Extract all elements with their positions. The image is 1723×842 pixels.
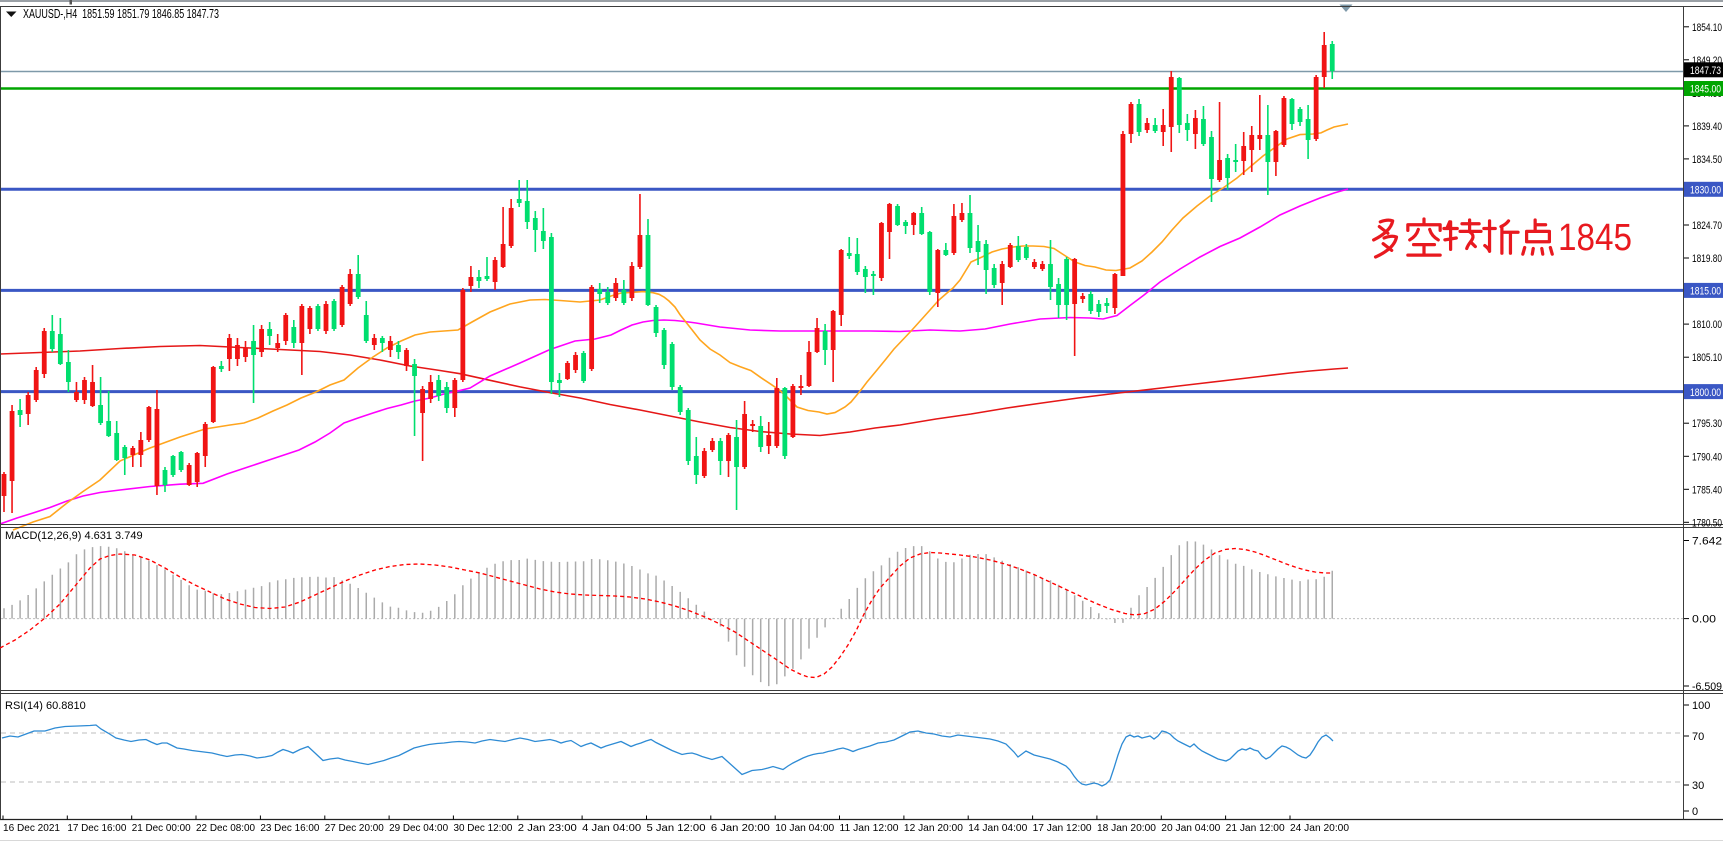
svg-text:17 Jan 12:00: 17 Jan 12:00 — [1033, 822, 1092, 834]
svg-text:14 Jan 04:00: 14 Jan 04:00 — [968, 822, 1027, 834]
svg-text:1834.50: 1834.50 — [1692, 154, 1722, 166]
svg-text:20 Jan 04:00: 20 Jan 04:00 — [1161, 822, 1220, 834]
svg-text:10 Jan 04:00: 10 Jan 04:00 — [775, 822, 834, 834]
svg-text:2 Jan 23:00: 2 Jan 23:00 — [518, 822, 577, 834]
svg-text:17 Dec 16:00: 17 Dec 16:00 — [67, 822, 126, 834]
svg-text:21 Dec 00:00: 21 Dec 00:00 — [132, 822, 191, 834]
svg-text:MACD(12,26,9) 4.631 3.749: MACD(12,26,9) 4.631 3.749 — [5, 530, 143, 542]
svg-text:16 Dec 2021: 16 Dec 2021 — [3, 822, 60, 834]
svg-text:1785.40: 1785.40 — [1692, 484, 1722, 496]
svg-text:1830.00: 1830.00 — [1690, 185, 1721, 197]
svg-text:100: 100 — [1692, 700, 1710, 712]
svg-text:22 Dec 08:00: 22 Dec 08:00 — [196, 822, 255, 834]
svg-text:18 Jan 20:00: 18 Jan 20:00 — [1097, 822, 1156, 834]
svg-text:1780.50: 1780.50 — [1692, 517, 1722, 529]
svg-text:1819.80: 1819.80 — [1692, 253, 1722, 265]
svg-text:1815.00: 1815.00 — [1690, 286, 1721, 298]
svg-text:0: 0 — [1692, 806, 1698, 818]
svg-text:23 Dec 16:00: 23 Dec 16:00 — [260, 822, 319, 834]
svg-text:1845.00: 1845.00 — [1690, 84, 1721, 96]
svg-text:21 Jan 12:00: 21 Jan 12:00 — [1226, 822, 1285, 834]
svg-text:XAUUSD-,H4 1851.59 1851.79 18: XAUUSD-,H4 1851.59 1851.79 1846.85 1847.… — [23, 7, 219, 21]
svg-text:1805.10: 1805.10 — [1692, 352, 1722, 364]
svg-text:5 Jan 12:00: 5 Jan 12:00 — [647, 822, 706, 834]
svg-text:30 Dec 12:00: 30 Dec 12:00 — [453, 822, 512, 834]
svg-text:4 Jan 04:00: 4 Jan 04:00 — [582, 822, 641, 834]
svg-text:1790.40: 1790.40 — [1692, 451, 1722, 463]
svg-text:29 Dec 04:00: 29 Dec 04:00 — [389, 822, 448, 834]
svg-text:1810.00: 1810.00 — [1692, 319, 1722, 331]
svg-text:RSI(14) 60.8810: RSI(14) 60.8810 — [5, 700, 86, 712]
svg-text:1795.30: 1795.30 — [1692, 418, 1722, 430]
svg-text:1854.10: 1854.10 — [1692, 22, 1722, 34]
svg-text:-6.509: -6.509 — [1692, 681, 1722, 693]
svg-text:1800.00: 1800.00 — [1690, 387, 1721, 399]
svg-text:6 Jan 20:00: 6 Jan 20:00 — [711, 822, 770, 834]
svg-text:24 Jan 20:00: 24 Jan 20:00 — [1290, 822, 1349, 834]
svg-text:1824.70: 1824.70 — [1692, 220, 1722, 232]
svg-text:7.642: 7.642 — [1692, 536, 1722, 548]
svg-text:11 Jan 12:00: 11 Jan 12:00 — [840, 822, 899, 834]
svg-text:1845: 1845 — [1558, 217, 1632, 259]
svg-text:27 Dec 20:00: 27 Dec 20:00 — [325, 822, 384, 834]
svg-text:70: 70 — [1692, 731, 1704, 743]
svg-text:1839.40: 1839.40 — [1692, 121, 1722, 133]
svg-text:30: 30 — [1692, 780, 1704, 792]
svg-text:0.00: 0.00 — [1692, 614, 1716, 626]
svg-text:12 Jan 20:00: 12 Jan 20:00 — [904, 822, 963, 834]
svg-text:1847.73: 1847.73 — [1690, 65, 1721, 77]
